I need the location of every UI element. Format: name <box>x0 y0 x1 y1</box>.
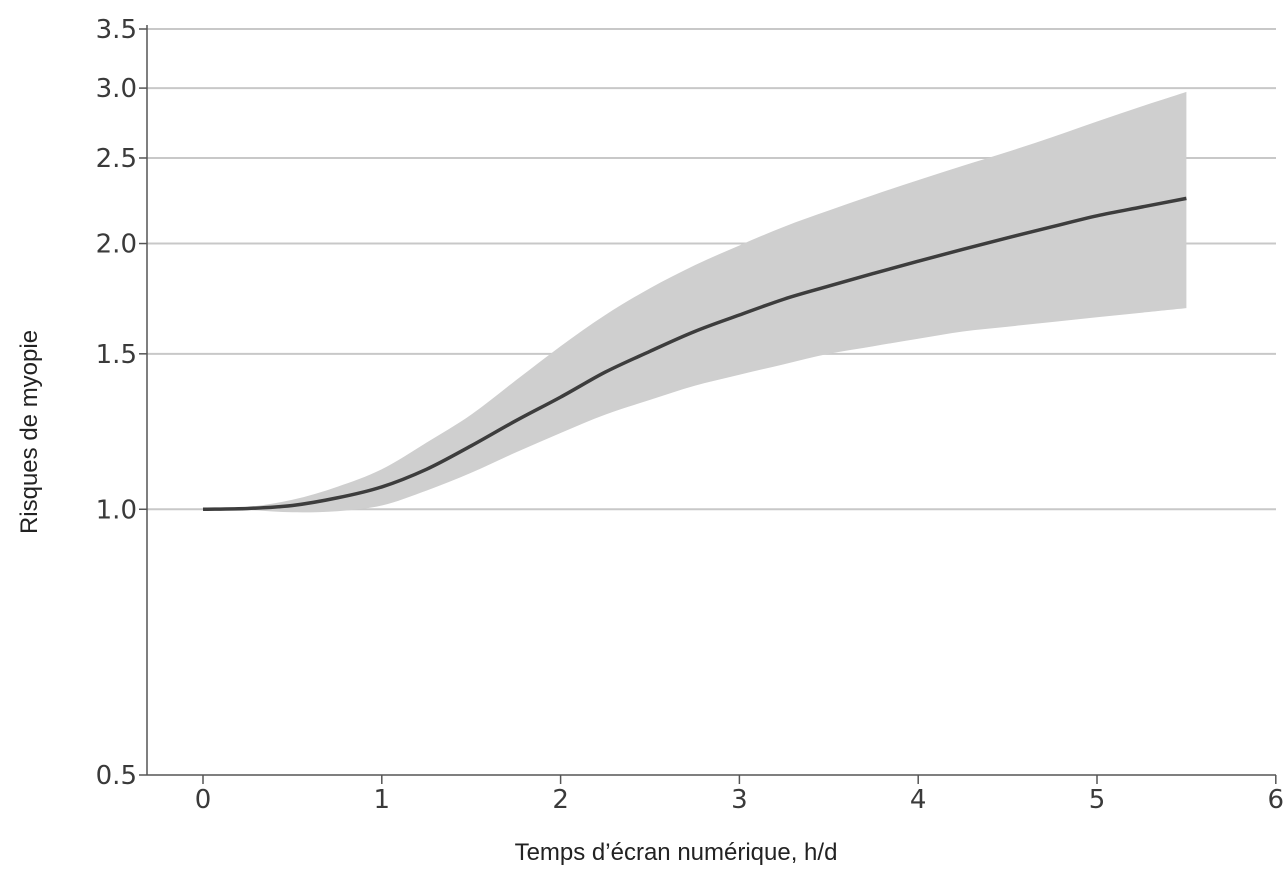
y-tick-label: 3.0 <box>96 74 137 104</box>
series-line <box>202 196 1187 512</box>
x-axis-ticks: 0 1 2 3 4 5 6 <box>195 775 1284 815</box>
y-tick-label: 1.0 <box>96 495 137 525</box>
y-tick-label: 2.5 <box>96 144 137 174</box>
gridlines <box>147 28 1276 511</box>
x-tick-label: 3 <box>731 785 748 815</box>
x-tick-label: 1 <box>374 785 391 815</box>
x-tick-label: 0 <box>195 785 212 815</box>
x-tick-label: 2 <box>552 785 569 815</box>
confidence-band <box>203 91 1187 513</box>
y-axis-title: Risques de myopie <box>16 330 43 534</box>
x-axis-title: Temps d’écran numérique, h/d <box>515 839 838 866</box>
y-tick-label: 3.5 <box>96 15 137 45</box>
y-tick-label: 1.5 <box>96 340 137 370</box>
x-tick-label: 6 <box>1268 785 1285 815</box>
x-tick-label: 4 <box>910 785 927 815</box>
x-tick-label: 5 <box>1089 785 1106 815</box>
y-tick-label: 2.0 <box>96 230 137 260</box>
y-axis-ticks: 0.5 1.0 1.5 2.0 2.5 3.0 3.5 <box>96 15 147 791</box>
y-tick-label: 0.5 <box>96 761 137 791</box>
